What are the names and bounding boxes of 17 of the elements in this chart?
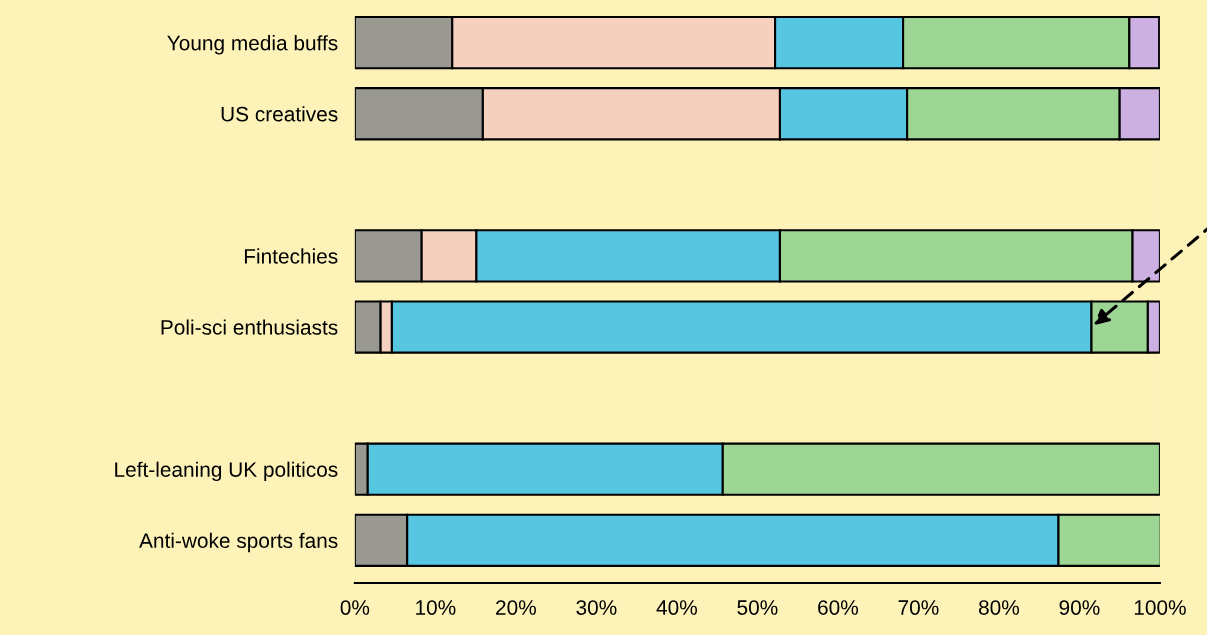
x-tick-label: 10% <box>416 600 456 615</box>
x-tick-label: 60% <box>818 600 859 615</box>
y-tick-label: Young media buffs <box>167 35 338 55</box>
x-tick-label: 30% <box>576 600 617 615</box>
y-tick-label: Fintechies <box>244 248 338 264</box>
x-tick-label: 40% <box>656 600 697 615</box>
x-tick-label: 90% <box>1059 600 1100 615</box>
x-tick-label: 70% <box>898 600 939 615</box>
y-tick-label: Anti-woke sports fans <box>139 532 338 553</box>
x-tick-label: 20% <box>496 600 536 615</box>
x-tick-label: 50% <box>737 600 778 615</box>
x-tick-label: 0% <box>340 600 370 615</box>
y-tick-label: Left-leaning UK politicos <box>115 461 338 482</box>
y-tick-label: Poli-sci enthusiasts <box>161 319 338 335</box>
y-tick-label: US creatives <box>221 106 338 122</box>
x-tick-label: 80% <box>978 600 1020 615</box>
x-tick-label: 100% <box>1134 600 1186 615</box>
